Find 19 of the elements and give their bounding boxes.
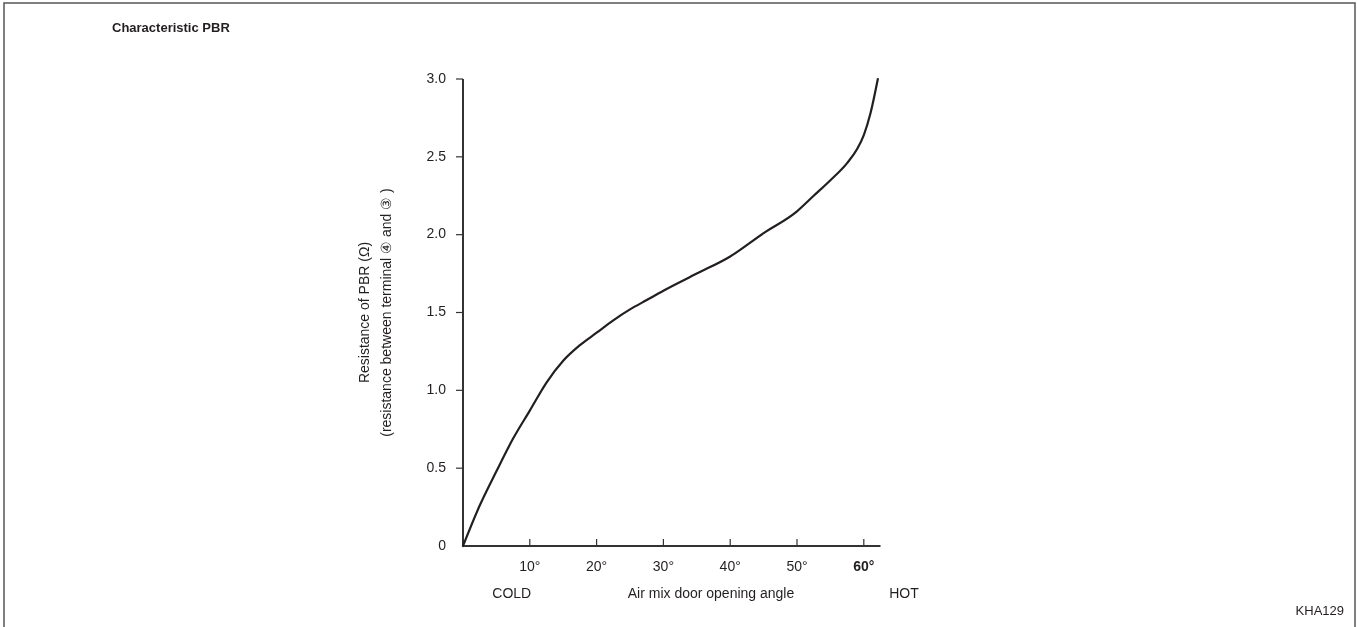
x-tick-label: 30° [652, 558, 674, 574]
text: HOT [889, 585, 920, 601]
x-tick-label: 60° [853, 558, 875, 574]
y-tick-label: 0.5 [426, 458, 447, 475]
y-axis-title: Resistance of PBR (Ω) (resistance between terminal ④ and ③ ) [355, 188, 394, 437]
y-tick-label: 2.5 [426, 147, 447, 164]
x-tick-label: 10° [519, 558, 541, 574]
text: COLD [492, 585, 532, 601]
y-tick-label: 0 [438, 536, 447, 553]
x-tick-label: 50° [786, 558, 808, 574]
text: Characteristic PBR [112, 20, 231, 35]
x-axis-title: Air mix door opening angle [627, 585, 795, 601]
text: KHA129 [1295, 603, 1344, 618]
y-tick-label: 1.0 [426, 381, 447, 398]
x-tick-label: 20° [586, 558, 608, 574]
y-tick-label: 3.0 [426, 69, 447, 86]
x-tick-label: 40° [719, 558, 741, 574]
y-tick-label: 2.0 [426, 225, 447, 242]
y-tick-label: 1.5 [426, 303, 447, 320]
